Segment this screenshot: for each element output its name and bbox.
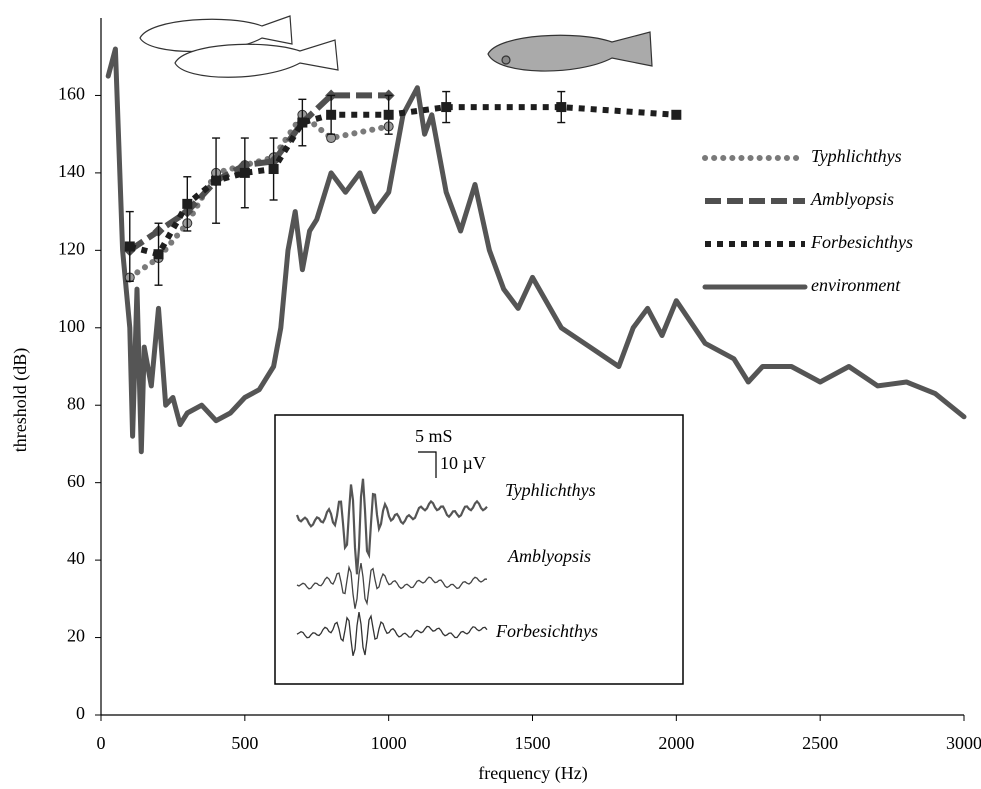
- y-tick-label: 160: [58, 84, 85, 104]
- x-tick-label: 1500: [515, 733, 551, 753]
- legend-label: environment: [811, 275, 901, 295]
- series-line: [126, 111, 392, 281]
- marker: [326, 109, 337, 120]
- y-tick-label: 40: [67, 548, 85, 568]
- marker: [239, 167, 250, 178]
- inset-label: Forbesichthys: [495, 621, 598, 641]
- marker: [326, 133, 337, 144]
- marker: [182, 198, 193, 209]
- y-tick-label: 140: [58, 161, 85, 181]
- legend-label: Amblyopsis: [810, 189, 894, 209]
- marker: [671, 109, 682, 120]
- marker: [124, 241, 135, 252]
- scale-bar: [418, 451, 437, 478]
- inset-voltage-scale: 10 µV: [440, 453, 486, 473]
- inset-trace: [296, 611, 488, 656]
- marker: [268, 164, 279, 175]
- y-tick-label: 80: [67, 393, 85, 413]
- marker: [383, 109, 394, 120]
- inset-label: Typhlichthys: [505, 480, 596, 500]
- inset-trace: [296, 562, 488, 609]
- x-tick-label: 3000: [946, 733, 981, 753]
- y-tick-label: 120: [58, 238, 85, 258]
- fish-icons: [139, 15, 653, 78]
- series-line: [105, 46, 967, 455]
- inset-label: Amblyopsis: [507, 546, 591, 566]
- y-tick-label: 20: [67, 626, 85, 646]
- marker: [441, 102, 452, 113]
- y-axis-label: threshold (dB): [10, 348, 31, 452]
- inset-time-scale: 5 mS: [415, 426, 453, 446]
- x-tick-label: 500: [231, 733, 258, 753]
- y-tick-label: 60: [67, 471, 85, 491]
- y-tick-label: 100: [58, 316, 85, 336]
- marker: [556, 102, 567, 113]
- y-tick-label: 0: [76, 703, 85, 723]
- x-tick-label: 0: [97, 733, 106, 753]
- legend-label: Typhlichthys: [811, 146, 902, 166]
- x-tick-label: 2000: [658, 733, 694, 753]
- inset-trace: [295, 478, 488, 575]
- x-tick-label: 1000: [371, 733, 407, 753]
- x-axis-label: frequency (Hz): [478, 763, 587, 784]
- legend-label: Forbesichthys: [810, 232, 913, 252]
- marker: [153, 249, 164, 260]
- marker: [297, 117, 308, 128]
- marker: [211, 175, 222, 186]
- x-tick-label: 2500: [802, 733, 838, 753]
